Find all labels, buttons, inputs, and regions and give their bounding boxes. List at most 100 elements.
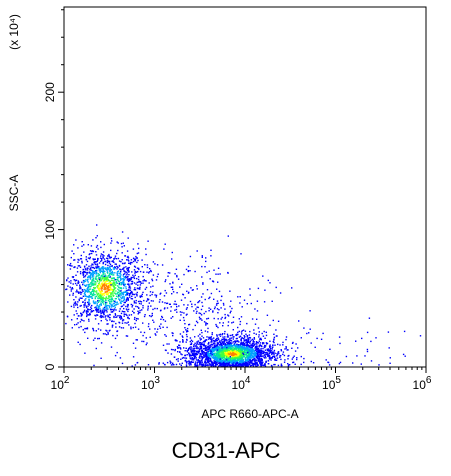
event-dot [91, 282, 93, 285]
event-dot [236, 337, 238, 340]
event-dot [89, 286, 91, 288]
event-dot [241, 342, 243, 344]
event-dot [222, 365, 225, 367]
event-dot [73, 306, 75, 308]
event-dot [186, 307, 188, 309]
event-dot [121, 322, 124, 324]
event-dot [74, 280, 77, 282]
event-dot [249, 288, 251, 290]
event-dot [179, 351, 181, 353]
event-dot [110, 249, 112, 252]
event-dot [227, 324, 229, 327]
event-dot [98, 278, 101, 281]
event-dot [211, 333, 213, 336]
event-dot [242, 362, 245, 364]
event-dot [282, 344, 284, 346]
event-dot [226, 349, 229, 351]
event-dot [253, 341, 255, 343]
event-dot [187, 330, 189, 332]
event-dot [137, 243, 139, 245]
event-dot [109, 263, 112, 266]
event-dot [259, 352, 261, 354]
event-dot [88, 289, 90, 292]
event-dot [204, 298, 206, 301]
event-dot [224, 344, 226, 346]
event-dot [122, 293, 124, 295]
event-dot [170, 348, 173, 351]
event-dot [101, 283, 103, 285]
event-dot [110, 242, 112, 244]
event-dot [79, 305, 81, 307]
event-dot [141, 340, 143, 343]
x-tick-label: 104 [232, 375, 251, 392]
event-dot [216, 335, 218, 337]
event-dot [113, 292, 116, 294]
event-dot [196, 347, 198, 350]
event-dot [151, 314, 153, 317]
event-dot [91, 280, 93, 282]
event-dot [86, 280, 88, 282]
event-dot [102, 261, 104, 264]
event-dot [233, 343, 235, 345]
event-dot [144, 314, 146, 316]
event-dot [193, 344, 195, 346]
event-dot [118, 322, 121, 324]
event-dot [219, 354, 221, 357]
event-dot [243, 361, 245, 363]
event-dot [198, 300, 201, 302]
event-dot [171, 258, 173, 260]
event-dot [236, 365, 238, 367]
event-dot [95, 282, 97, 284]
event-dot [207, 348, 209, 350]
event-dot [98, 305, 100, 307]
event-dot [184, 323, 186, 325]
event-dot [100, 246, 102, 249]
event-dot [107, 323, 109, 325]
event-dot [189, 355, 191, 357]
event-dot [106, 323, 108, 325]
event-dot [190, 343, 193, 345]
event-dot [280, 354, 282, 357]
event-dot [198, 360, 200, 363]
event-dot [106, 268, 108, 271]
event-dot [214, 364, 217, 366]
event-dot [114, 337, 117, 340]
event-dot [137, 259, 139, 262]
event-dot [339, 342, 341, 345]
event-dot [147, 305, 149, 307]
event-dot [389, 357, 391, 359]
event-dot [269, 357, 272, 360]
x-tick-exponent: 6 [426, 375, 432, 386]
event-dot [271, 365, 273, 367]
event-dot [267, 355, 269, 357]
event-dot [107, 300, 110, 302]
event-dot [225, 357, 228, 360]
event-dot [134, 322, 136, 325]
event-dot [241, 365, 243, 367]
event-dot [237, 340, 239, 342]
event-dot [230, 357, 232, 359]
event-dot [123, 270, 125, 272]
event-dot [124, 290, 126, 292]
event-dot [130, 283, 132, 285]
event-dot [111, 320, 113, 322]
event-dot [291, 342, 294, 344]
event-dot [96, 308, 98, 311]
event-dot [119, 315, 121, 317]
event-dot [164, 334, 166, 336]
event-dot [205, 358, 208, 360]
event-dot [103, 258, 106, 260]
event-dot [81, 241, 83, 243]
event-dot [78, 299, 80, 302]
event-dot [102, 256, 104, 258]
event-dot [287, 355, 289, 357]
event-dot [120, 300, 123, 302]
event-dot [102, 273, 104, 275]
event-dot [130, 326, 132, 328]
event-dot [215, 359, 217, 361]
event-dot [296, 357, 298, 359]
event-dot [237, 353, 239, 355]
event-dot [191, 352, 194, 354]
event-dot [198, 350, 200, 352]
event-dot [264, 364, 266, 366]
